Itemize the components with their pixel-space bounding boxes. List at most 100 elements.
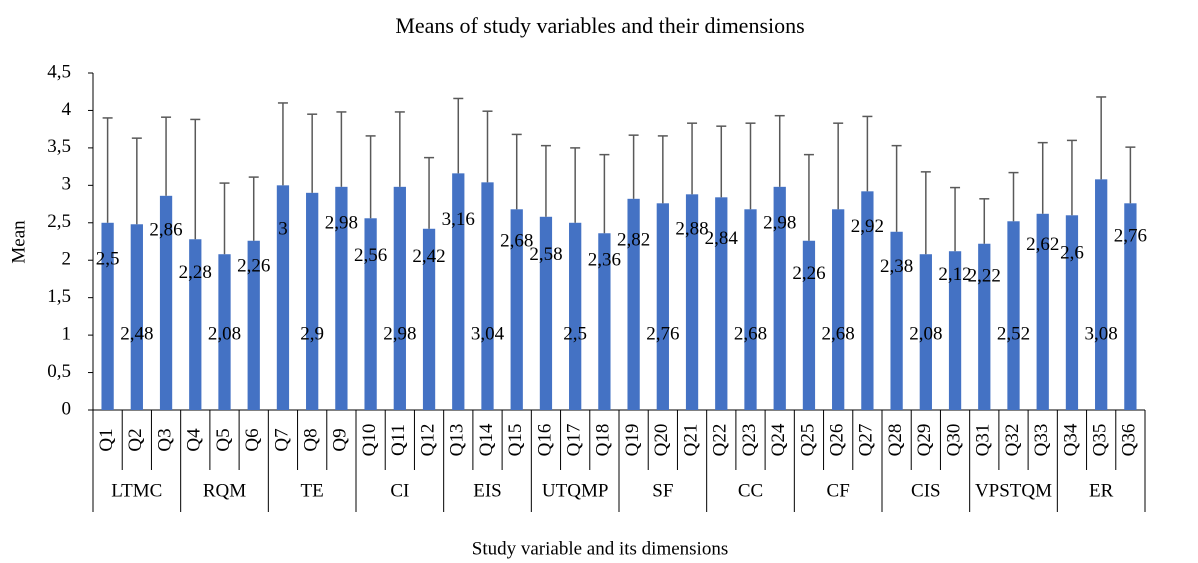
y-tick-label: 1,5 — [47, 286, 71, 307]
value-label: 2,68 — [500, 230, 533, 251]
x-tick-label: Q24 — [768, 423, 789, 456]
group-label: TE — [301, 480, 324, 501]
value-label: 2,68 — [822, 323, 855, 344]
bar — [364, 218, 377, 410]
value-label: 2,5 — [563, 323, 587, 344]
x-tick-label: Q17 — [564, 424, 585, 457]
value-label: 2,98 — [325, 212, 358, 233]
value-label: 3,04 — [471, 323, 505, 344]
group-label: UTQMP — [542, 480, 609, 501]
bar — [715, 197, 728, 410]
bar — [773, 186, 786, 410]
value-label: 2,76 — [1114, 226, 1147, 247]
x-tick-label: Q13 — [447, 424, 468, 457]
group-label: ER — [1089, 480, 1114, 501]
value-label: 2,82 — [617, 229, 650, 250]
x-tick-label: Q10 — [359, 424, 380, 457]
value-label: 2,68 — [734, 323, 767, 344]
x-tick-label: Q21 — [680, 424, 701, 457]
value-label: 2,5 — [96, 249, 120, 270]
y-tick-label: 2 — [62, 249, 72, 270]
x-tick-label: Q18 — [593, 424, 614, 457]
x-tick-label: Q36 — [1119, 424, 1140, 457]
bar — [306, 192, 319, 410]
value-label: 2,08 — [208, 323, 241, 344]
x-tick-label: Q20 — [651, 424, 672, 457]
x-tick-label: Q33 — [1031, 424, 1052, 457]
value-label: 2,08 — [909, 323, 942, 344]
bar — [422, 228, 436, 410]
bar — [656, 203, 669, 410]
value-label: 2,98 — [383, 323, 416, 344]
y-tick-label: 4,5 — [47, 61, 71, 82]
group-label: SF — [652, 480, 673, 501]
x-tick-label: Q22 — [710, 424, 731, 457]
x-tick-label: Q30 — [943, 424, 964, 457]
x-tick-label: Q16 — [534, 424, 555, 457]
value-label: 3 — [278, 219, 288, 240]
x-tick-label: Q26 — [827, 424, 848, 457]
group-label: CIS — [911, 480, 941, 501]
group-label: EIS — [473, 480, 502, 501]
bar — [598, 233, 611, 410]
x-tick-label: Q11 — [388, 424, 409, 456]
x-tick-label: Q1 — [96, 428, 117, 451]
bar — [539, 216, 553, 410]
x-tick-label: Q3 — [154, 428, 175, 451]
x-tick-label: Q23 — [739, 424, 760, 457]
y-tick-label: 0 — [62, 398, 72, 419]
value-label: 2,84 — [705, 228, 739, 249]
bar — [101, 222, 114, 410]
x-tick-label: Q12 — [417, 424, 438, 457]
bar — [1065, 215, 1079, 410]
bar — [159, 195, 173, 410]
x-tick-label: Q25 — [797, 424, 818, 457]
bar — [890, 231, 903, 410]
x-tick-label: Q7 — [271, 428, 292, 451]
y-tick-label: 4 — [62, 99, 72, 120]
value-label: 2,76 — [646, 323, 679, 344]
bar — [832, 209, 845, 410]
value-label: 2,38 — [880, 256, 913, 277]
value-label: 2,6 — [1060, 243, 1084, 264]
y-tick-label: 0,5 — [47, 361, 71, 382]
value-label: 3,16 — [442, 209, 475, 230]
x-tick-label: Q29 — [914, 424, 935, 457]
bar — [948, 251, 962, 410]
x-tick-label: Q9 — [330, 428, 351, 451]
value-label: 2,9 — [300, 323, 324, 344]
value-label: 2,12 — [938, 264, 971, 285]
bar — [978, 243, 991, 410]
x-tick-label: Q35 — [1090, 424, 1111, 457]
bar — [802, 240, 816, 410]
bar — [481, 182, 494, 410]
x-tick-label: Q31 — [973, 424, 994, 457]
value-label: 2,48 — [120, 323, 153, 344]
x-tick-label: Q32 — [1002, 424, 1023, 457]
y-tick-label: 1 — [62, 323, 72, 344]
group-label: CI — [390, 480, 409, 501]
bar — [1095, 179, 1108, 410]
value-label: 2,88 — [675, 218, 708, 239]
bar — [569, 222, 582, 410]
bar — [189, 239, 202, 410]
group-label: VPSTQM — [975, 480, 1052, 501]
bar — [1007, 221, 1020, 410]
bar — [919, 254, 932, 410]
value-label: 2,22 — [968, 265, 1001, 286]
chart-title: Means of study variables and their dimen… — [395, 13, 804, 38]
bar — [130, 224, 143, 410]
x-tick-label: Q8 — [301, 428, 322, 451]
value-label: 2,56 — [354, 245, 387, 266]
x-tick-label: Q28 — [885, 424, 906, 457]
value-label: 2,52 — [997, 323, 1030, 344]
group-label: CF — [827, 480, 850, 501]
x-axis-title: Study variable and its dimensions — [472, 538, 728, 559]
x-tick-label: Q2 — [125, 428, 146, 451]
y-tick-label: 3,5 — [47, 136, 71, 157]
bar — [685, 194, 699, 410]
value-label: 2,62 — [1026, 234, 1059, 255]
bar — [1036, 213, 1049, 410]
x-tick-label: Q14 — [476, 423, 497, 456]
